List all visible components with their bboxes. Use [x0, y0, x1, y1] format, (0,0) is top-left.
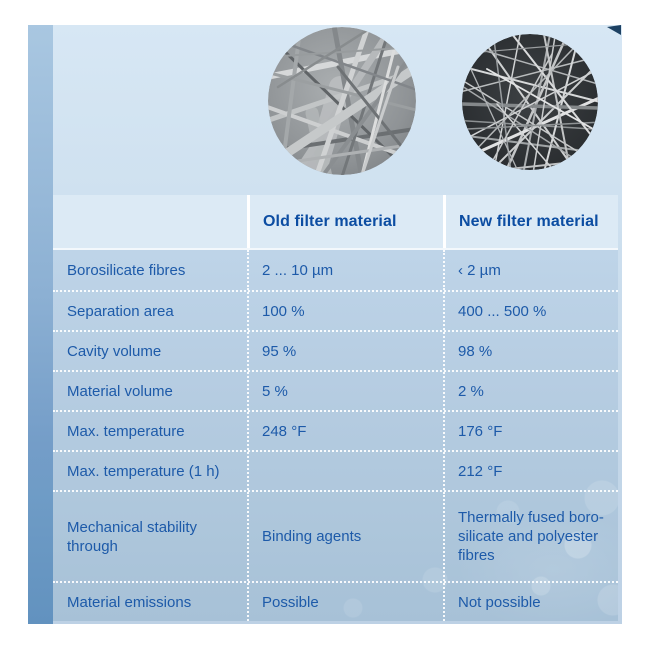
table-row-max-temperature: Max. temperature 248 °F 176 °F	[53, 410, 618, 450]
comparison-table: Old filter material New filter material …	[53, 195, 618, 621]
new-value: 176 °F	[443, 412, 618, 450]
old-value	[247, 452, 443, 490]
table-row-material-volume: Material volume 5 % 2 %	[53, 370, 618, 410]
new-value: 212 °F	[443, 452, 618, 490]
old-value: 5 %	[247, 372, 443, 410]
header-new-filter-material: New filter material	[443, 195, 618, 248]
new-value: Thermally fused boro-silicate and polyes…	[443, 492, 618, 581]
old-value: 100 %	[247, 292, 443, 330]
header-empty-cell	[53, 195, 247, 248]
table-header-row: Old filter material New filter material	[53, 195, 618, 250]
new-value: 98 %	[443, 332, 618, 370]
old-value: 248 °F	[247, 412, 443, 450]
table-row-cavity-volume: Cavity volume 95 % 98 %	[53, 330, 618, 370]
table-row-separation-area: Separation area 100 % 400 ... 500 %	[53, 290, 618, 330]
table-row-mechanical-stability: Mechanical stability through Binding age…	[53, 490, 618, 581]
table-row-max-temperature-1h: Max. temperature (1 h) 212 °F	[53, 450, 618, 490]
table-body: Borosilicate fibres 2 ... 10 µm ‹ 2 µm S…	[53, 250, 618, 621]
new-filter-micrograph-image	[462, 34, 598, 170]
new-value: Not possible	[443, 583, 618, 621]
old-value: 2 ... 10 µm	[247, 250, 443, 290]
left-accent-stripe	[28, 25, 53, 624]
header-old-filter-material: Old filter material	[247, 195, 443, 248]
folded-corner-icon	[607, 25, 621, 35]
row-label: Max. temperature	[67, 422, 185, 440]
old-value: 95 %	[247, 332, 443, 370]
new-value: 2 %	[443, 372, 618, 410]
row-label: Cavity volume	[67, 342, 162, 360]
row-label: Separation area	[67, 302, 174, 320]
row-label: Max. temperature (1 h)	[67, 462, 220, 480]
new-value: ‹ 2 µm	[443, 250, 618, 290]
old-value: Possible	[247, 583, 443, 621]
table-row-borosilicate-fibres: Borosilicate fibres 2 ... 10 µm ‹ 2 µm	[53, 250, 618, 290]
row-label: Mechanical stability through	[67, 518, 198, 555]
content-panel: Old filter material New filter material …	[28, 25, 622, 624]
old-filter-micrograph-image	[268, 27, 416, 175]
table-row-material-emissions: Material emissions Possible Not possible	[53, 581, 618, 621]
row-label: Borosilicate fibres	[67, 261, 186, 279]
new-value: 400 ... 500 %	[443, 292, 618, 330]
row-label: Material volume	[67, 382, 173, 400]
old-value: Binding agents	[247, 492, 443, 581]
row-label: Material emissions	[67, 593, 192, 611]
